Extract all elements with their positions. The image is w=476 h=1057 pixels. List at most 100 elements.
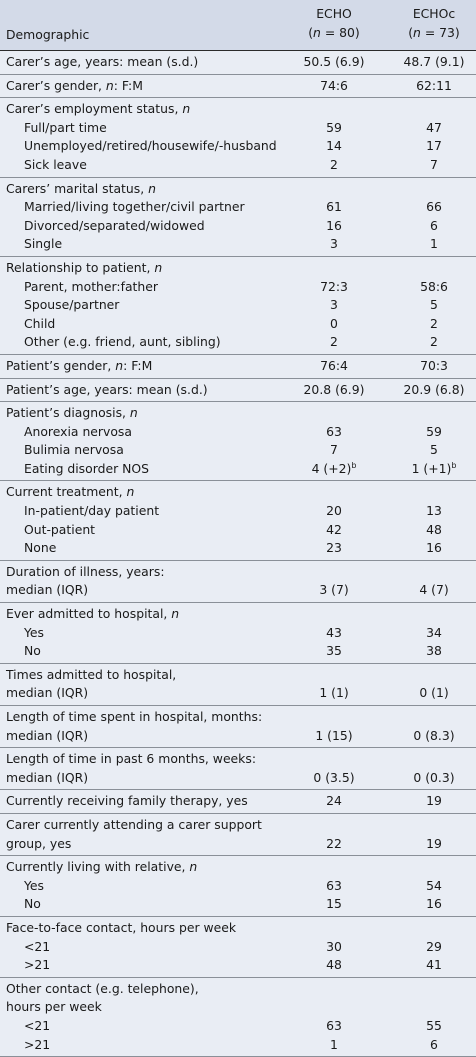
row-label: >21 xyxy=(24,1036,51,1052)
cell-text: 13 xyxy=(426,503,442,519)
header-echo-name: ECHO xyxy=(316,6,352,21)
cell-text: 74:6 xyxy=(320,77,348,93)
row-label: Yes xyxy=(24,624,45,640)
row-label: Parent, mother:father xyxy=(24,278,158,294)
cell-text: 19 xyxy=(426,793,442,809)
table-row: Divorced/separated/widowed 16 6 xyxy=(0,217,476,236)
echo-value: 42 xyxy=(299,521,369,540)
echoc-value: 5 xyxy=(399,296,469,315)
echoc-value: 16 xyxy=(399,895,469,914)
table-row: Anorexia nervosa 63 59 xyxy=(0,423,476,442)
cell-text: 5 xyxy=(430,442,438,458)
echo-value: 63 xyxy=(299,1017,369,1036)
header-echo-column: ECHO (n = 80) xyxy=(299,4,369,42)
echo-value: 16 xyxy=(299,217,369,236)
echoc-value: 48.7 (9.1) xyxy=(399,53,469,72)
table-row: In-patient/day patient 20 13 xyxy=(0,502,476,521)
cell-text: 16 xyxy=(426,896,442,912)
echo-value: 0 xyxy=(299,315,369,334)
table-section: Times admitted to hospital, median (IQR) 1… xyxy=(0,664,476,706)
cell-text: 41 xyxy=(426,957,442,973)
cell-text: 20 xyxy=(326,503,342,519)
table-row: Currently receiving family therapy, yes 2… xyxy=(0,792,476,811)
echoc-value: 54 xyxy=(399,877,469,896)
table-section: Carer’s age, years: mean (s.d.) 50.5 (6.9… xyxy=(0,51,476,75)
row-label: median (IQR) xyxy=(6,685,89,701)
row-label: Currently living with relative, n xyxy=(6,859,198,875)
cell-text: 63 xyxy=(326,1017,342,1033)
echo-value: 30 xyxy=(299,938,369,957)
cell-text: 0 (1) xyxy=(419,685,449,701)
row-label: Married/living together/civil partner xyxy=(24,199,245,215)
table-row: median (IQR) 1 (1) 0 (1) xyxy=(0,684,476,703)
row-label: <21 xyxy=(24,1017,51,1033)
cell-text: 2 xyxy=(330,156,338,172)
table-row: Length of time spent in hospital, months… xyxy=(0,708,476,727)
echo-value: 3 xyxy=(299,235,369,254)
cell-text: 6 xyxy=(430,1036,438,1052)
table-row: Length of time in past 6 months, weeks: xyxy=(0,750,476,769)
table-section: Carer’s gender, n: F:M 74:6 62:11 xyxy=(0,75,476,99)
cell-text: 2 xyxy=(430,315,438,331)
table-section: Carers’ marital status, n Married/living … xyxy=(0,178,476,257)
table-row: group, yes 22 19 xyxy=(0,835,476,854)
cell-text: 0 (8.3) xyxy=(413,727,455,743)
header-demographic-label: Demographic xyxy=(6,27,90,42)
cell-text: 16 xyxy=(326,217,342,233)
table-row: Yes 43 34 xyxy=(0,624,476,643)
row-label: Carer’s employment status, n xyxy=(6,101,191,117)
row-label: Unemployed/retired/housewife/-husband xyxy=(24,138,277,154)
table-row: Eating disorder NOS 4 (+2)b 1 (+1)b xyxy=(0,460,476,479)
cell-text: 16 xyxy=(426,540,442,556)
cell-text: 2 xyxy=(330,334,338,350)
echo-value: 1 (1) xyxy=(299,684,369,703)
row-label: Spouse/partner xyxy=(24,297,120,313)
row-label: No xyxy=(24,896,41,912)
cell-text: 43 xyxy=(326,624,342,640)
table-row: median (IQR) 3 (7) 4 (7) xyxy=(0,581,476,600)
cell-text: 1 (+1) xyxy=(411,460,452,476)
table-row: median (IQR) 0 (3.5) 0 (0.3) xyxy=(0,769,476,788)
echoc-value: 0 (0.3) xyxy=(399,769,469,788)
echoc-value: 0 (1) xyxy=(399,684,469,703)
cell-text: 54 xyxy=(426,877,442,893)
table-header: Demographic ECHO (n = 80) ECHOc (n = 73) xyxy=(0,0,476,51)
cell-text: 58:6 xyxy=(420,278,448,294)
row-label: In-patient/day patient xyxy=(24,503,160,519)
echoc-value: 20.9 (6.8) xyxy=(399,381,469,400)
table-row: Times admitted to hospital, xyxy=(0,666,476,685)
row-label: Length of time in past 6 months, weeks: xyxy=(6,751,256,767)
table-row: >21 48 41 xyxy=(0,956,476,975)
table-row: Carer’s age, years: mean (s.d.) 50.5 (6.9… xyxy=(0,53,476,72)
echoc-value: 2 xyxy=(399,315,469,334)
cell-text: 50.5 (6.9) xyxy=(303,54,365,69)
echoc-value: 16 xyxy=(399,539,469,558)
table-row: Unemployed/retired/housewife/-husband 14 1… xyxy=(0,137,476,156)
cell-text: 66 xyxy=(426,199,442,215)
table-row: Other (e.g. friend, aunt, sibling) 2 2 xyxy=(0,333,476,352)
table-section: Currently receiving family therapy, yes 2… xyxy=(0,790,476,814)
row-label: Carers’ marital status, n xyxy=(6,180,156,196)
table-row: Bulimia nervosa 7 5 xyxy=(0,441,476,460)
table-row: Married/living together/civil partner 61 6… xyxy=(0,198,476,217)
row-label: Ever admitted to hospital, n xyxy=(6,606,180,622)
table-row: <21 30 29 xyxy=(0,938,476,957)
cell-text: 4 (7) xyxy=(419,582,449,598)
table-section: Ever admitted to hospital, n Yes 43 34 No 35 3… xyxy=(0,603,476,664)
row-label: Divorced/separated/widowed xyxy=(24,217,205,233)
cell-text: 6 xyxy=(430,217,438,233)
echo-value: 63 xyxy=(299,423,369,442)
table-section: Currently living with relative, n Yes 63 54… xyxy=(0,856,476,917)
echo-value: 0 (3.5) xyxy=(299,769,369,788)
table-row: <21 63 55 xyxy=(0,1017,476,1036)
cell-text: 70:3 xyxy=(420,357,448,373)
row-label: Patient’s age, years: mean (s.d.) xyxy=(6,381,208,397)
footnote-marker: b xyxy=(351,460,357,470)
cell-text: 38 xyxy=(426,643,442,659)
table-row: Child 0 2 xyxy=(0,315,476,334)
echo-value: 72:3 xyxy=(299,278,369,297)
echo-value: 2 xyxy=(299,333,369,352)
row-label: Carer’s gender, n: F:M xyxy=(6,77,143,93)
table-row: median (IQR) 1 (15) 0 (8.3) xyxy=(0,727,476,746)
echoc-value: 47 xyxy=(399,119,469,138)
